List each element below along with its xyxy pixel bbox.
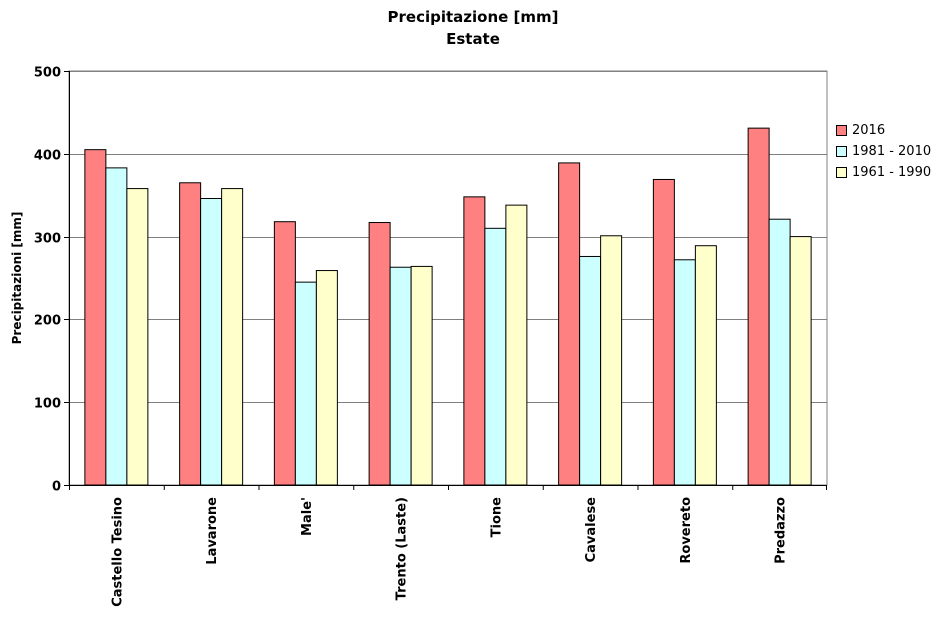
legend-swatch — [836, 167, 847, 178]
x-tick-label: Trento (Laste) — [395, 497, 410, 600]
legend-label: 2016 — [852, 123, 886, 138]
x-tick-label: Cavalese — [584, 497, 599, 563]
bar-2016-4 — [368, 222, 391, 486]
bar-1981-2010-5 — [484, 227, 507, 486]
legend-swatch — [836, 146, 847, 157]
bar-2016-1 — [84, 149, 107, 486]
legend-item: 1981 - 2010 — [836, 141, 931, 162]
legend-swatch — [836, 125, 847, 136]
bar-1961-1990-5 — [505, 204, 528, 486]
y-tick-label: 500 — [34, 66, 61, 81]
bar-1981-2010-7 — [673, 259, 696, 486]
legend-label: 1961 - 1990 — [852, 165, 932, 180]
y-tick-label: 0 — [52, 480, 61, 495]
bar-2016-6 — [558, 162, 581, 486]
x-tick-label: Lavarone — [205, 497, 220, 565]
chart-subtitle: Estate — [446, 30, 500, 48]
legend-label: 1981 - 2010 — [852, 144, 932, 159]
x-tick-label: Rovereto — [679, 497, 694, 564]
x-tick-label: Male' — [300, 497, 315, 536]
bar-1961-1990-2 — [221, 188, 244, 486]
bar-2016-8 — [747, 127, 770, 486]
x-tick-label: Predazzo — [774, 497, 789, 564]
y-tick-label: 400 — [34, 149, 61, 164]
bar-1961-1990-3 — [315, 270, 338, 486]
legend-item: 2016 — [836, 120, 931, 141]
y-tick-label: 300 — [34, 232, 61, 247]
y-tick-label: 200 — [34, 314, 61, 329]
y-tick-label: 100 — [34, 397, 61, 412]
x-tick-label: Tione — [489, 497, 504, 538]
bar-1981-2010-6 — [579, 255, 602, 486]
bar-2016-3 — [273, 221, 296, 486]
bar-1961-1990-7 — [694, 245, 717, 486]
bar-1981-2010-8 — [768, 218, 791, 486]
chart-title: Precipitazione [mm] — [387, 8, 559, 26]
bar-2016-7 — [652, 178, 675, 486]
bar-1961-1990-6 — [600, 235, 623, 486]
bar-1981-2010-3 — [294, 281, 317, 486]
bar-1961-1990-8 — [789, 236, 812, 486]
bar-1961-1990-4 — [410, 265, 433, 486]
bar-2016-5 — [463, 196, 486, 486]
bar-1981-2010-2 — [200, 198, 223, 486]
bar-2016-2 — [179, 182, 202, 486]
legend: 2016 1981 - 2010 1961 - 1990 — [836, 120, 931, 183]
legend-item: 1961 - 1990 — [836, 162, 931, 183]
bar-1981-2010-1 — [105, 167, 128, 486]
bar-1961-1990-1 — [126, 188, 149, 486]
x-tick-label: Castello Tesino — [110, 497, 125, 607]
y-axis-label: Precipitazioni [mm] — [10, 212, 24, 345]
bar-1981-2010-4 — [389, 266, 412, 486]
